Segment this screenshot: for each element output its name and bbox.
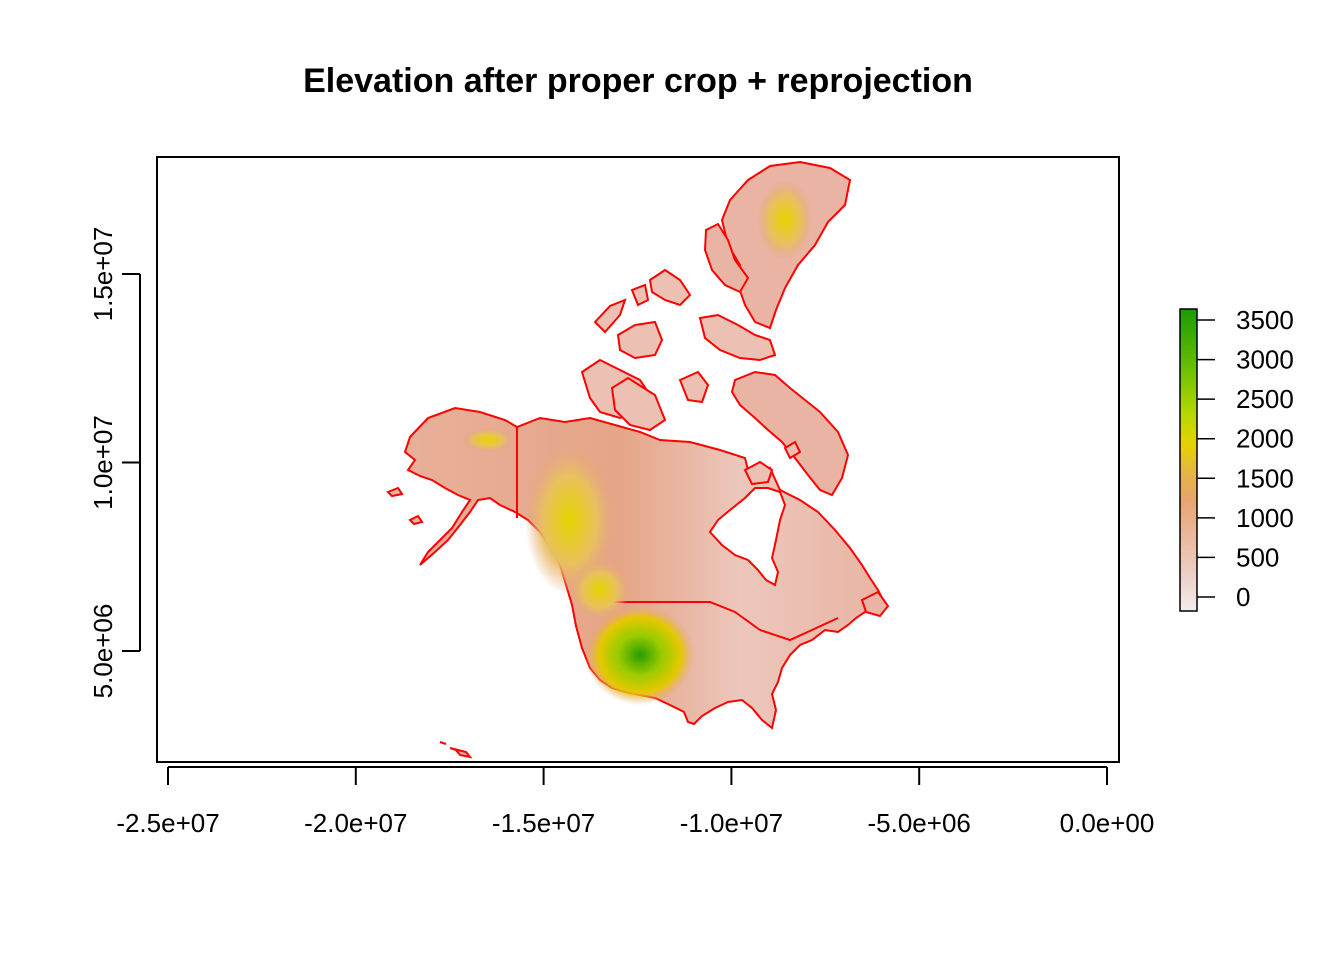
x-axis-tick-label: -2.0e+07 [304, 808, 407, 838]
legend-label: 3000 [1236, 345, 1294, 375]
legend-label: 2000 [1236, 424, 1294, 454]
x-axis-tick-label: -1.5e+07 [492, 808, 595, 838]
hawaii-islands [439, 741, 473, 759]
legend-label: 3500 [1236, 305, 1294, 335]
y-axis: 5.0e+06 1.0e+07 1.5e+07 [88, 227, 141, 699]
mainland-landmass [403, 406, 886, 730]
x-axis-tick-label: -2.5e+07 [116, 808, 219, 838]
baffin-island [730, 370, 850, 497]
alaska-range-highlight [463, 428, 513, 452]
somerset-island [678, 370, 710, 404]
banks-island [593, 298, 627, 334]
legend-label: 1000 [1236, 503, 1294, 533]
plot-frame [156, 156, 1120, 763]
legend-label: 500 [1236, 542, 1279, 572]
x-axis-tick-label: -5.0e+06 [868, 808, 971, 838]
baffin-north-island [698, 313, 777, 362]
x-axis-tick-label: -1.0e+07 [680, 808, 783, 838]
chart-title: Elevation after proper crop + reprojecti… [303, 62, 973, 100]
melville-island [616, 320, 664, 360]
newfoundland [860, 590, 890, 618]
rocky-mountains-peak [585, 605, 695, 705]
devon-island [648, 268, 692, 307]
prince-of-wales-island [610, 376, 667, 432]
legend-colorbar [1179, 308, 1198, 612]
legend-label: 2500 [1236, 384, 1294, 414]
coats-island [783, 440, 802, 460]
legend-label: 0 [1236, 582, 1250, 612]
y-axis-tick-label: 1.5e+07 [88, 227, 118, 322]
greenland-highlight [757, 180, 813, 260]
legend-label: 1500 [1236, 463, 1294, 493]
x-axis-tick-label: 0.0e+00 [1060, 808, 1155, 838]
southampton-island [743, 460, 774, 486]
canadian-rockies-highlight [570, 560, 630, 620]
aleutian-islands [386, 486, 424, 526]
ellesmere-island [703, 222, 750, 294]
us-canada-border [596, 601, 839, 642]
color-legend: 3500 3000 2500 2000 1500 1000 500 0 [1179, 305, 1294, 612]
y-axis-tick-label: 1.0e+07 [88, 415, 118, 510]
elevation-map [386, 160, 890, 759]
x-axis: -2.5e+07 -2.0e+07 -1.5e+07 -1.0e+07 -5.0e+06… [116, 766, 1155, 838]
coast-range-highlight [525, 445, 615, 595]
small-arctic-island [630, 283, 650, 307]
y-axis-tick-label: 5.0e+06 [88, 604, 118, 699]
